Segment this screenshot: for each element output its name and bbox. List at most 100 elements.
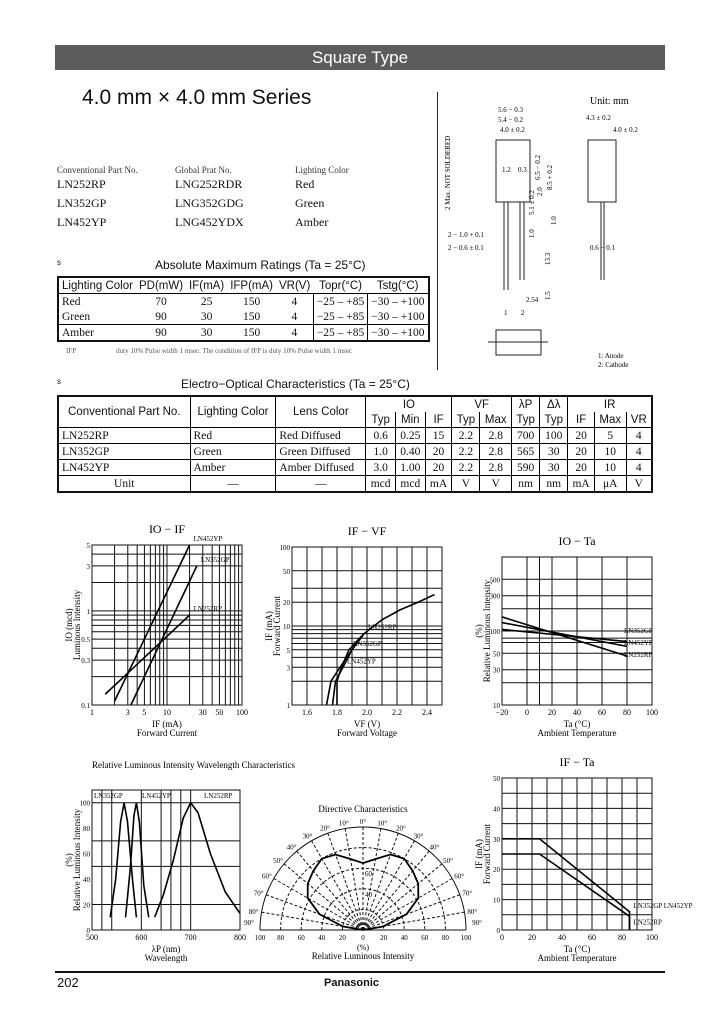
table-cell: V <box>451 475 480 492</box>
table-cell: −30 – +100 <box>367 309 429 325</box>
x-tick-label: 80 <box>277 934 285 942</box>
series-line <box>104 614 191 695</box>
polar-spoke <box>362 863 443 931</box>
table-cell: nm <box>511 475 540 492</box>
global-part: LNG452YDX <box>175 215 244 229</box>
table-cell: 0.40 <box>394 443 426 460</box>
series-label: LN452YP <box>347 657 376 665</box>
table-cell: 5 <box>593 427 627 444</box>
x-tick-label: 0 <box>361 934 365 942</box>
y-tick-label: 10 <box>283 623 291 631</box>
angle-label: 90° <box>472 919 482 927</box>
angle-label: 20° <box>396 825 406 833</box>
table-cell: 30 <box>539 459 568 476</box>
table-cell: 30 <box>539 443 568 460</box>
y-tick-label: 1 <box>287 702 291 710</box>
table-cell: 4 <box>291 310 298 323</box>
table-cell: 0.6 <box>365 427 396 444</box>
x-tick-label: 80 <box>442 934 450 942</box>
x-tick-label: 60 <box>298 934 306 942</box>
footer-rule <box>55 971 665 973</box>
polar-spoke <box>327 833 364 931</box>
dimension-label: 2.0 <box>536 187 544 196</box>
polar-spoke <box>362 894 460 931</box>
polar-spoke <box>273 878 364 931</box>
x-tick-label: 50 <box>215 708 223 717</box>
table-cell: 2.8 <box>479 443 512 460</box>
y-tick-label: 1 <box>87 608 91 616</box>
series-line <box>130 565 198 706</box>
y-axis-sublabel: Forward Current <box>482 823 492 884</box>
x-tick-label: 2.4 <box>422 708 432 717</box>
chart-title: Directive Characteristics <box>318 804 408 814</box>
x-tick-label: 60 <box>588 933 596 942</box>
ring-label: 60 <box>365 870 373 878</box>
x-tick-label: 20 <box>339 934 347 942</box>
col-header: Conventional Part No. <box>57 165 138 175</box>
y-tick-label: 30 <box>493 836 501 844</box>
header-row: Lighting Color PD(mW) IF(mA) IFP(mA) VR(V) To… <box>58 277 429 294</box>
lighting-color: Amber <box>295 215 329 229</box>
y-tick-label: 100 <box>490 628 501 636</box>
table-cell: 1.00 <box>394 459 426 476</box>
table-cell: Green <box>189 443 276 460</box>
y-tick-label: 0 <box>87 927 91 935</box>
y-axis-label: IF (mA) <box>264 611 274 641</box>
y-tick-label: 30 <box>493 667 501 675</box>
x-tick-label: 60 <box>421 934 429 942</box>
dimension-label: 0.3 <box>518 166 527 174</box>
x-axis-sublabel: Wavelength <box>145 953 188 963</box>
dimension-label: 5.6 − 0.3 <box>498 106 523 114</box>
x-tick-label: 700 <box>185 933 197 942</box>
x-axis-label: Ta (°C) <box>564 944 591 954</box>
x-tick-label: 40 <box>558 933 566 942</box>
table-cell: Red <box>62 295 81 308</box>
series-line <box>109 802 138 918</box>
dimension-label: 4.3 ± 0.2 <box>586 114 611 122</box>
directivity-curve <box>306 853 420 931</box>
table-cell: 590 <box>511 459 540 476</box>
plot-frame <box>91 544 243 706</box>
col-header: Lighting Color <box>62 279 133 292</box>
x-axis-label: Ta (°C) <box>564 719 591 729</box>
table-cell: 565 <box>511 443 540 460</box>
x-tick-label: −20 <box>496 708 509 717</box>
abs-max-title: Absolute Maximum Ratings (Ta = 25°C) <box>155 258 366 272</box>
dimension-label: 1.0 <box>550 216 558 225</box>
dimension-label: 2 <box>521 309 525 317</box>
angle-label: 20° <box>320 825 330 833</box>
angle-label: 90° <box>244 919 254 927</box>
lighting-color: Red <box>295 177 315 191</box>
plot-frame <box>501 556 653 706</box>
x-tick-label: 20 <box>528 933 536 942</box>
y-tick-label: 0.1 <box>81 702 90 710</box>
conventional-part: LN452YP <box>57 215 107 229</box>
y-tick-label: 3 <box>87 563 91 571</box>
table-row: Amber 90 30 150 4 −25 – +85 −30 – +100 <box>58 324 429 341</box>
table-cell: Amber <box>189 459 276 476</box>
table-cell: 1.0 <box>365 443 396 460</box>
y-axis-sublabel: Relative Luminous Intensity <box>482 579 492 682</box>
table-cell: 25 <box>200 295 213 308</box>
pin-label: 1: Anode <box>598 352 623 360</box>
x-tick-label: 10 <box>163 708 171 717</box>
x-axis-label: λP (nm) <box>152 944 181 954</box>
y-tick-label: 0.3 <box>81 657 90 665</box>
col-header: PD(mW) <box>138 279 184 292</box>
table-cell: Amber Diffused <box>275 459 366 476</box>
series-label: LN352GP <box>353 640 382 648</box>
table-cell: 30 <box>200 310 213 323</box>
table-cell: 4 <box>625 443 652 460</box>
table-cell: Red Diffused <box>275 427 366 444</box>
col-header: Lighting Color <box>295 165 349 175</box>
led-body-front <box>495 139 531 203</box>
col-header: Topr(°C) <box>319 279 363 292</box>
y-tick-label: 100 <box>80 800 91 808</box>
eo-section: s Electro−Optical Characteristics (Ta = 2… <box>57 377 653 493</box>
col-header: IR <box>567 396 653 412</box>
col-header: Lens Color <box>275 396 367 428</box>
angle-label: 80° <box>249 908 259 916</box>
dimension-label: 2 − 1.0 + 0.1 <box>448 231 484 239</box>
